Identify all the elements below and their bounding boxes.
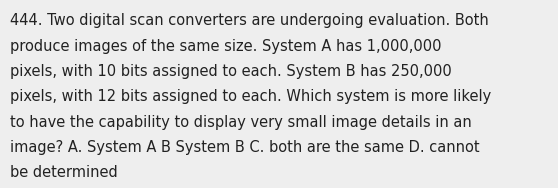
Text: be determined: be determined: [10, 165, 118, 180]
Text: to have the capability to display very small image details in an: to have the capability to display very s…: [10, 115, 472, 130]
Text: 444. Two digital scan converters are undergoing evaluation. Both: 444. Two digital scan converters are und…: [10, 13, 489, 28]
Text: pixels, with 10 bits assigned to each. System B has 250,000: pixels, with 10 bits assigned to each. S…: [10, 64, 452, 79]
Text: image? A. System A B System B C. both are the same D. cannot: image? A. System A B System B C. both ar…: [10, 140, 480, 155]
Text: pixels, with 12 bits assigned to each. Which system is more likely: pixels, with 12 bits assigned to each. W…: [10, 89, 491, 104]
Text: produce images of the same size. System A has 1,000,000: produce images of the same size. System …: [10, 39, 441, 54]
